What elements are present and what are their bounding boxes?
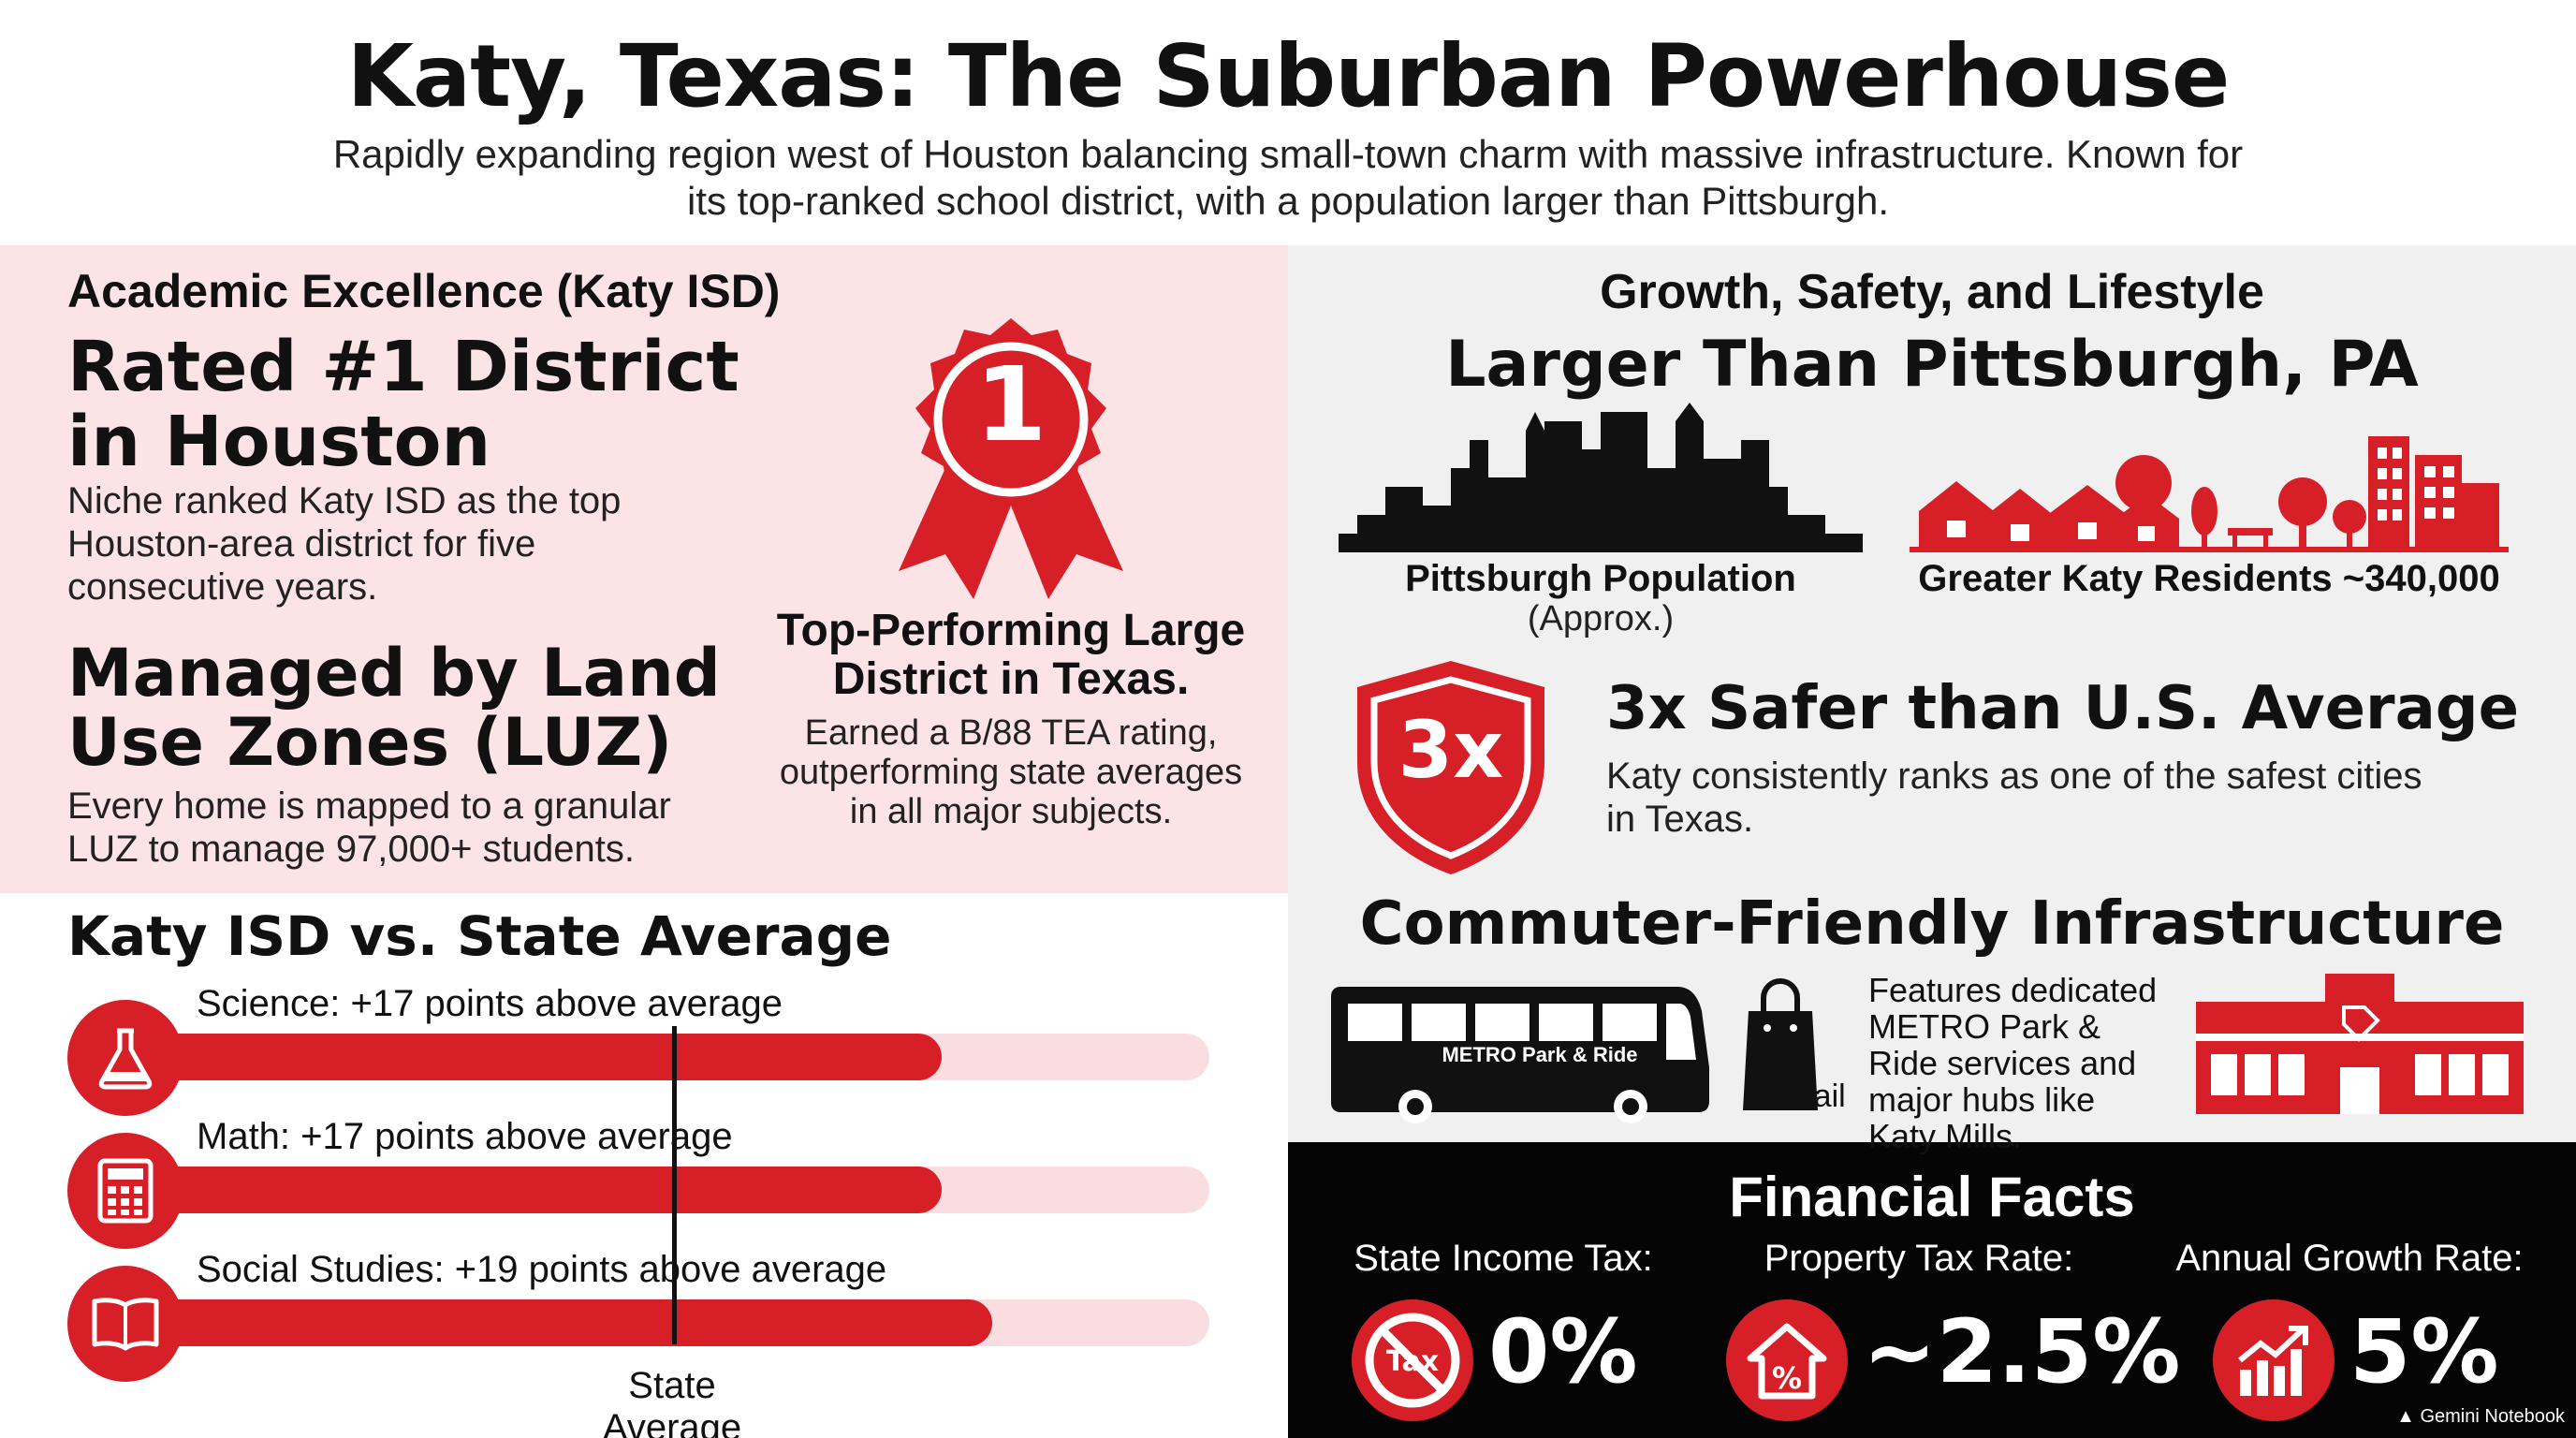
house-percent-icon: % (1726, 1299, 1848, 1421)
svg-text:%: % (1772, 1360, 1802, 1396)
comparison-title: Katy ISD vs. State Average (67, 904, 892, 968)
fin-label-property: Property Tax Rate: (1764, 1238, 2074, 1279)
luz-heading: Managed by Land Use Zones (LUZ) (67, 635, 721, 781)
safety-text: Katy consistently ranks as one of the sa… (1606, 756, 2422, 840)
shopping-bag-icon (1743, 977, 1818, 1110)
bar-label-math: Math: +17 points above average (197, 1116, 733, 1157)
academic-panel (0, 245, 1288, 893)
luz-text: Every home is mapped to a granular LUZ t… (67, 785, 671, 870)
state-average-marker (672, 1026, 677, 1344)
calculator-icon (67, 1133, 183, 1249)
page-title: Katy, Texas: The Suburban Powerhouse (346, 26, 2230, 126)
bar-fill-social-studies (95, 1299, 992, 1346)
retail-label: retail (1777, 1078, 1846, 1114)
pittsburgh-population-sub: (Approx.) (1527, 599, 1675, 638)
award-ribbon-icon (899, 318, 1123, 599)
footer-brand-text: Gemini Notebook (2420, 1406, 2565, 1427)
commuter-heading: Commuter-Friendly Infrastructure (1359, 889, 2505, 959)
rated-heading: Rated #1 District in Houston (67, 327, 739, 482)
financial-panel (1288, 1142, 2576, 1438)
top-performing-text: Earned a B/88 TEA rating, outperforming … (779, 713, 1243, 831)
bar-fill-math (95, 1167, 942, 1213)
bus-label: METRO Park & Ride (1442, 1043, 1638, 1066)
safety-heading: 3x Safer than U.S. Average (1606, 674, 2519, 743)
page-subtitle: Rapidly expanding region west of Houston… (332, 132, 2244, 223)
financial-title: Financial Facts (1729, 1166, 2135, 1228)
badge-number: 1 (974, 345, 1047, 464)
fin-value-property: ~2.5% (1863, 1301, 2181, 1403)
pittsburgh-skyline-icon (1339, 403, 1863, 552)
rated-text: Niche ranked Katy ISD as the top Houston… (67, 480, 622, 608)
footer-brand: ▲ Gemini Notebook (2396, 1406, 2565, 1428)
bar-fill-science (95, 1034, 942, 1080)
fin-label-growth: Annual Growth Rate: (2175, 1238, 2524, 1279)
bar-label-science: Science: +17 points above average (197, 983, 783, 1024)
academic-section-title: Academic Excellence (Katy ISD) (67, 265, 781, 317)
flask-icon (67, 1000, 183, 1116)
fin-label-income: State Income Tax: (1354, 1238, 1653, 1279)
fin-value-growth: 5% (2349, 1301, 2499, 1403)
gemini-logo-icon: ▲ (2396, 1406, 2415, 1427)
safety-shield-icon (1357, 661, 1544, 874)
growth-chart-icon (2213, 1299, 2334, 1421)
shield-text: 3x (1398, 704, 1504, 796)
bar-label-social-studies: Social Studies: +19 points above average (197, 1249, 887, 1290)
growth-section-title: Growth, Safety, and Lifestyle (1600, 265, 2264, 319)
bus-icon (1331, 987, 1709, 1123)
pittsburgh-population-label: Pittsburgh Population (1405, 558, 1796, 599)
pittsburgh-heading: Larger Than Pittsburgh, PA (1445, 328, 2419, 402)
book-icon (67, 1266, 183, 1382)
retail-store-icon (2196, 974, 2524, 1114)
top-performing-heading: Top-Performing Large District in Texas. (776, 606, 1246, 704)
state-average-label: State Average (602, 1365, 742, 1438)
fin-value-income: 0% (1488, 1301, 1638, 1403)
katy-residents-label: Greater Katy Residents ~340,000 (1918, 558, 2500, 599)
no-tax-icon: Tax (1352, 1299, 1473, 1421)
commuter-text: Features dedicated METRO Park & Ride ser… (1868, 971, 2158, 1155)
comparison-chart: Science: +17 points above average Math: … (67, 974, 1209, 1382)
katy-suburb-icon (1910, 436, 2509, 552)
